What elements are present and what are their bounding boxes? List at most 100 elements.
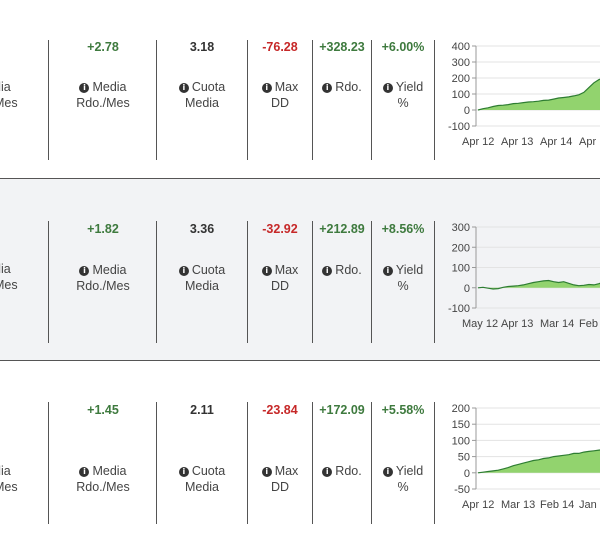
info-icon[interactable]: i xyxy=(178,83,189,93)
stat-label[interactable]: i Media Rdo./Mes xyxy=(76,464,130,494)
column-divider xyxy=(48,402,49,524)
column-divider xyxy=(156,221,157,343)
info-icon[interactable]: i xyxy=(322,266,333,276)
stat-label[interactable]: i Yield% xyxy=(372,463,434,495)
truncated-label-line2: Mes xyxy=(0,96,18,110)
y-tick-label: 200 xyxy=(452,73,470,85)
column-divider xyxy=(312,402,313,524)
stat-label[interactable]: i Cuota Media xyxy=(157,463,247,495)
info-icon[interactable]: i xyxy=(261,467,272,477)
stat-label[interactable]: i Rdo. xyxy=(313,463,371,479)
column-divider xyxy=(434,40,435,160)
truncated-label-line2: Mes xyxy=(0,480,18,494)
stat-value: +5.58% xyxy=(381,403,425,417)
truncated-label: dia Mes xyxy=(0,261,24,293)
stat-media-rdo-mes: +2.78 i Media Rdo./Mes xyxy=(50,0,156,160)
stat-label[interactable]: i Cuota Media xyxy=(157,79,247,111)
x-tick-label: Mar 14 xyxy=(540,318,574,330)
info-icon[interactable]: i xyxy=(322,467,333,477)
y-tick-label: -50 xyxy=(454,484,470,496)
stat-value: -76.28 xyxy=(262,40,298,54)
stat-value: +1.45 xyxy=(87,403,119,417)
x-tick-label: Feb 1 xyxy=(579,318,600,330)
info-icon[interactable]: i xyxy=(382,467,393,477)
y-tick-label: 0 xyxy=(464,105,470,117)
x-tick-label: Apr 14 xyxy=(540,136,572,148)
y-tick-label: 300 xyxy=(452,57,470,69)
stat-value: +212.89 xyxy=(319,222,365,236)
truncated-label: dia Mes xyxy=(0,463,24,495)
stat-media-rdo-mes: +1.82 i Media Rdo./Mes xyxy=(50,179,156,349)
y-tick-label: 0 xyxy=(464,283,470,295)
column-divider xyxy=(247,221,248,343)
info-icon[interactable]: i xyxy=(178,266,189,276)
column-divider xyxy=(312,221,313,343)
y-tick-label: 300 xyxy=(452,222,470,234)
x-tick-label: Jan 1 xyxy=(579,499,600,511)
column-divider xyxy=(156,40,157,160)
x-tick-label: Apr 13 xyxy=(501,318,533,330)
column-divider xyxy=(48,40,49,160)
x-tick-label: Apr xyxy=(579,136,596,148)
stat-label[interactable]: i Max DD xyxy=(248,79,312,111)
column-divider xyxy=(247,40,248,160)
stat-value: -32.92 xyxy=(262,222,298,236)
info-icon[interactable]: i xyxy=(79,83,90,93)
x-tick-label: Apr 12 xyxy=(462,136,494,148)
area-fill xyxy=(478,79,600,110)
stat-label[interactable]: i Cuota Media xyxy=(157,262,247,294)
stat-label[interactable]: i Media Rdo./Mes xyxy=(76,80,130,110)
stat-cuota-media: 3.36 i Cuota Media xyxy=(157,179,247,349)
stat-label[interactable]: i Rdo. xyxy=(313,262,371,278)
stat-value: +2.78 xyxy=(87,40,119,54)
y-tick-label: 400 xyxy=(452,41,470,53)
column-divider xyxy=(371,40,372,160)
y-tick-label: -100 xyxy=(448,121,470,133)
stat-label[interactable]: i Max DD xyxy=(248,463,312,495)
column-divider xyxy=(312,40,313,160)
profit-chart[interactable]: 400 300 200 100 0 -100 Apr 12 Apr 13 Apr 14 Apr xyxy=(436,0,600,160)
stat-max-dd: -76.28 i Max DD xyxy=(248,0,312,160)
x-tick-label: May 12 xyxy=(462,318,498,330)
stat-rdo: +328.23 i Rdo. xyxy=(313,0,371,160)
stat-label[interactable]: i Yield% xyxy=(372,262,434,294)
y-tick-label: 50 xyxy=(458,452,470,464)
x-tick-label: Mar 13 xyxy=(501,499,535,511)
stat-value: 3.36 xyxy=(189,222,215,236)
stat-value: +8.56% xyxy=(381,222,425,236)
stat-label[interactable]: i Rdo. xyxy=(313,79,371,95)
stat-label[interactable]: i Yield% xyxy=(372,79,434,111)
stat-label[interactable]: i Media Rdo./Mes xyxy=(76,263,130,293)
y-tick-label: 100 xyxy=(452,435,470,447)
truncated-label: dia Mes xyxy=(0,79,24,111)
info-icon[interactable]: i xyxy=(382,266,393,276)
y-tick-label: 150 xyxy=(452,419,470,431)
stat-value: +172.09 xyxy=(319,403,365,417)
truncated-label-line1: dia xyxy=(0,464,11,478)
info-icon[interactable]: i xyxy=(261,266,272,276)
x-tick-label: Apr 13 xyxy=(501,136,533,148)
y-tick-label: 100 xyxy=(452,263,470,275)
info-icon[interactable]: i xyxy=(382,83,393,93)
info-icon[interactable]: i xyxy=(178,467,189,477)
truncated-label-line2: Mes xyxy=(0,278,18,292)
info-icon[interactable]: i xyxy=(261,83,272,93)
stat-value: -23.84 xyxy=(262,403,298,417)
y-tick-label: -100 xyxy=(448,303,470,315)
y-tick-label: 100 xyxy=(452,89,470,101)
truncated-label-line1: dia xyxy=(0,80,11,94)
info-icon[interactable]: i xyxy=(322,83,333,93)
info-icon[interactable]: i xyxy=(79,266,90,276)
profit-chart[interactable]: 200 150 100 50 0 -50 Apr 12 Mar 13 Feb 14 Jan 1 xyxy=(436,360,600,530)
stat-media-rdo-mes: +1.45 i Media Rdo./Mes xyxy=(50,360,156,530)
y-tick-label: 200 xyxy=(452,242,470,254)
stat-label[interactable]: i Max DD xyxy=(248,262,312,294)
area-fill xyxy=(478,449,600,473)
column-divider xyxy=(371,402,372,524)
truncated-label-line1: dia xyxy=(0,262,11,276)
stat-rdo: +212.89 i Rdo. xyxy=(313,179,371,349)
info-icon[interactable]: i xyxy=(79,467,90,477)
